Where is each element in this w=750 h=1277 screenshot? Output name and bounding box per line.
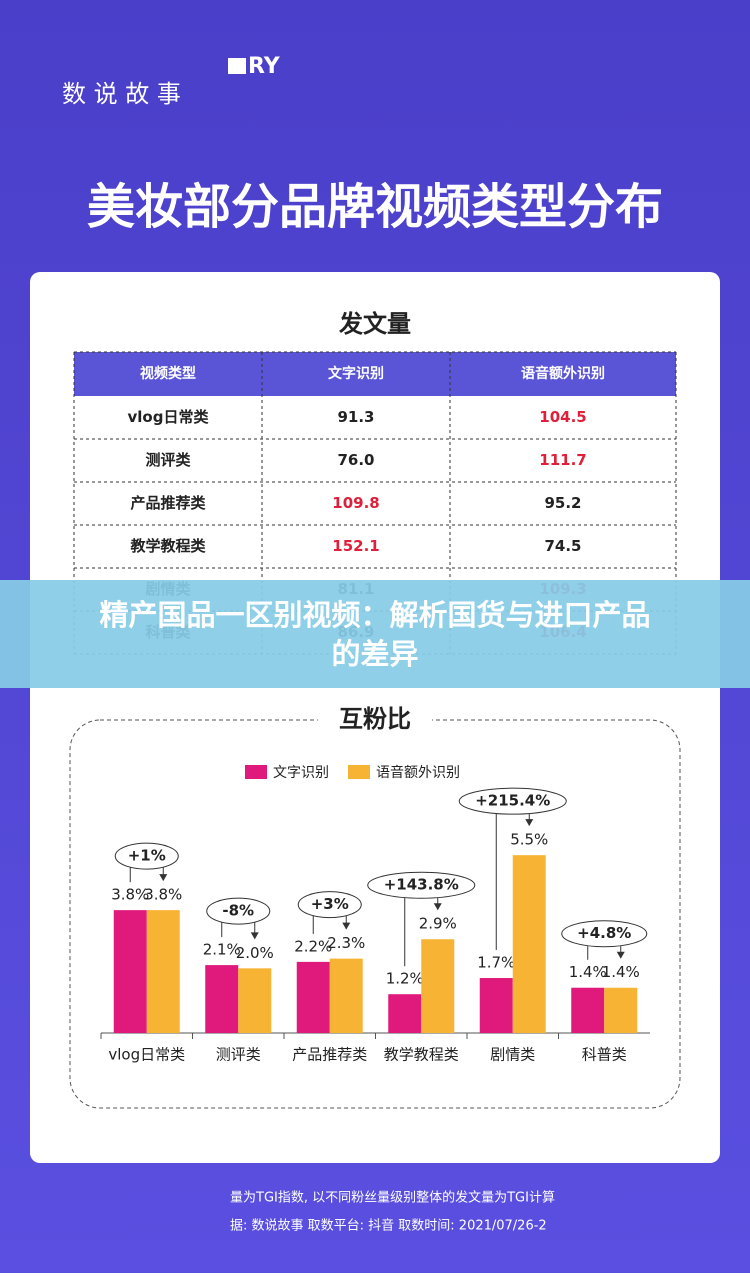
x-tick-label: 剧情类 — [490, 1046, 535, 1064]
bar — [329, 958, 363, 1033]
chart-title-bg — [318, 705, 432, 735]
banner-line: 的差异 — [331, 637, 418, 671]
table-header-bg — [74, 352, 676, 396]
annotation-arrowhead — [616, 951, 625, 959]
x-tick-label: 产品推荐类 — [292, 1046, 367, 1064]
table-cell: 76.0 — [337, 451, 374, 469]
annotation-arrowhead — [159, 874, 168, 882]
legend-label: 文字识别 — [273, 765, 329, 781]
bar — [296, 961, 330, 1033]
annotation-bubble — [561, 920, 648, 948]
legend-swatch — [348, 765, 370, 779]
data-label: 1.2% — [386, 970, 424, 988]
table-cell: 74.5 — [544, 537, 581, 555]
bar — [238, 968, 272, 1033]
annotation: +143.8% — [384, 876, 459, 894]
legend-swatch — [245, 765, 267, 779]
data-label: 2.1% — [203, 941, 241, 959]
table-cell: 教学教程类 — [129, 537, 206, 555]
data-label: 2.3% — [327, 934, 365, 952]
table-title: 发文量 — [338, 310, 411, 338]
annotation-bubble — [367, 871, 476, 899]
column-header: 视频类型 — [140, 365, 196, 382]
footer-line: 量为TGI指数, 以不同粉丝量级别整体的发文量为TGI计算 — [230, 1190, 555, 1206]
annotation: +215.4% — [475, 792, 550, 810]
annotation: +1% — [128, 847, 166, 865]
title: 美妆部分品牌视频类型分布 — [87, 179, 663, 235]
data-label: 3.8% — [144, 886, 182, 904]
annotation: +4.8% — [577, 924, 631, 942]
bar — [388, 994, 422, 1033]
data-label: 5.5% — [510, 831, 548, 849]
annotation: -8% — [222, 902, 254, 920]
data-label: 2.2% — [294, 937, 332, 955]
bar — [571, 987, 605, 1033]
table-cell: vlog日常类 — [128, 408, 210, 426]
chart: 文字识别 语音额外识别 vlog日常类 3.8%3.8% +1% 测评类 2.1%2.0% -… — [100, 764, 650, 1064]
table-cell: 91.3 — [337, 408, 374, 426]
data-label: 1.7% — [477, 954, 515, 972]
annotation-arrowhead — [250, 932, 259, 940]
annotation-arrowhead — [342, 922, 351, 930]
annotation-bubble — [206, 897, 271, 925]
bar — [512, 855, 546, 1033]
x-tick-label: 科普类 — [582, 1046, 627, 1064]
footer-line: 据: 数说故事 取数平台: 抖音 取数时间: 2021/07/26-2 — [230, 1218, 547, 1234]
annotation-arrowhead — [525, 819, 534, 827]
bar — [205, 965, 239, 1033]
x-tick-label: 教学教程类 — [384, 1046, 459, 1064]
legend-label: 语音额外识别 — [376, 764, 460, 781]
annotation-bubble — [114, 842, 179, 870]
bar — [604, 987, 638, 1033]
table-cell: 152.1 — [332, 537, 379, 555]
annotation-arrowhead — [433, 903, 442, 911]
table-cell: 测评类 — [145, 451, 191, 469]
annotation-bubble — [458, 787, 567, 815]
x-tick-label: 测评类 — [216, 1046, 261, 1064]
column-header: 语音额外识别 — [521, 365, 605, 382]
data-label: 1.4% — [569, 963, 607, 981]
x-tick-label: vlog日常类 — [108, 1046, 185, 1064]
table-cell: 111.7 — [539, 451, 586, 469]
table-cell: 109.8 — [332, 494, 379, 512]
annotation-bubble — [297, 891, 362, 919]
logo-square — [228, 58, 246, 74]
banner — [0, 580, 750, 688]
column-header: 文字识别 — [328, 365, 384, 382]
data-label: 1.4% — [602, 963, 640, 981]
table-cell: 104.5 — [539, 408, 586, 426]
data-label: 3.8% — [111, 886, 149, 904]
logo: RY — [248, 54, 281, 79]
data-label: 2.9% — [419, 915, 457, 933]
brand: 数 说 故 事 — [62, 80, 181, 108]
bar — [421, 939, 455, 1033]
table-cell: 95.2 — [544, 494, 581, 512]
banner-line: 精产国品一区别视频：解析国货与进口产品 — [99, 598, 650, 632]
data-label: 2.0% — [236, 944, 274, 962]
chart-title: 互粉比 — [339, 705, 411, 733]
bar — [113, 910, 147, 1033]
table-cell: 产品推荐类 — [130, 494, 206, 512]
bar — [479, 978, 513, 1033]
bar — [146, 910, 180, 1033]
annotation: +3% — [311, 895, 349, 913]
